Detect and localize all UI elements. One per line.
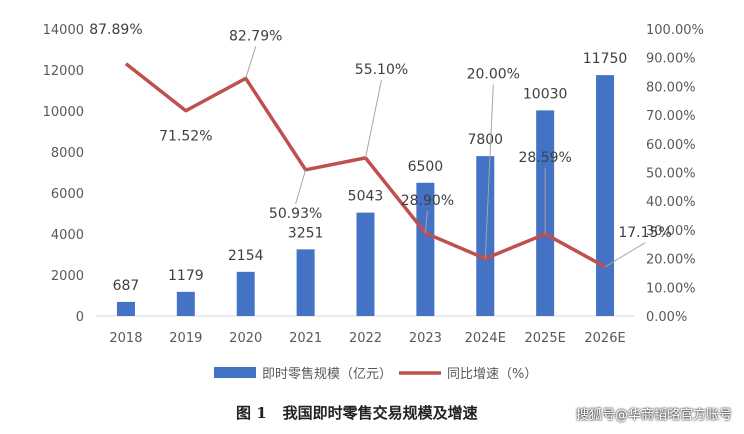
right-axis-tick-label: 50.00% [646, 167, 696, 182]
left-axis-tick-label: 10000 [43, 105, 84, 120]
bar-value-label: 6500 [408, 159, 444, 175]
left-axis-tick-label: 4000 [51, 228, 84, 243]
right-axis-tick-label: 30.00% [646, 224, 696, 239]
bar-value-label: 11750 [583, 51, 628, 67]
bar [296, 249, 315, 316]
bar [416, 182, 435, 316]
line-value-label: 28.59% [518, 150, 571, 166]
x-axis-tick-label: 2018 [109, 331, 142, 346]
right-axis-tick-label: 10.00% [646, 281, 696, 296]
x-axis-tick-label: 2022 [349, 331, 382, 346]
x-axis-tick-label: 2025E [525, 331, 566, 346]
bar [236, 271, 255, 316]
bar [596, 75, 615, 316]
line-value-label: 50.93% [269, 206, 322, 222]
line-value-label: 17.15% [618, 225, 671, 241]
line-value-label: 20.00% [467, 67, 520, 83]
right-axis-tick-label: 0.00% [646, 310, 687, 325]
right-axis-tick-label: 100.00% [646, 23, 704, 38]
x-axis-tick-label: 2021 [289, 331, 322, 346]
right-axis-tick-label: 60.00% [646, 138, 696, 153]
figure-title: 我国即时零售交易规模及增速 [282, 404, 478, 422]
right-axis-tick-label: 90.00% [646, 52, 696, 67]
line-value-label: 71.52% [159, 129, 212, 145]
x-axis-tick-label: 2023 [409, 331, 442, 346]
data-label-leader-line [295, 169, 307, 204]
legend-line-label: 同比增速（%） [447, 367, 537, 382]
line-value-label: 82.79% [229, 28, 282, 44]
line-value-label: 55.10% [355, 62, 408, 78]
bar-value-label: 2154 [228, 248, 264, 264]
right-axis-tick-label: 80.00% [646, 80, 696, 95]
x-axis-tick-label: 2020 [229, 331, 262, 346]
figure-number: 图 1 [236, 404, 267, 422]
bar-value-label: 3251 [288, 225, 324, 241]
x-axis-tick-label: 2026E [584, 331, 625, 346]
left-axis-tick-label: 2000 [51, 269, 84, 284]
right-axis-tick-label: 20.00% [646, 253, 696, 268]
left-axis-tick-label: 6000 [51, 187, 84, 202]
x-axis-tick-label: 2019 [169, 331, 202, 346]
left-axis-tick-label: 0 [76, 310, 84, 325]
line-value-label: 28.90% [401, 193, 454, 209]
legend-bar-swatch [214, 367, 256, 378]
left-axis-tick-label: 12000 [43, 64, 84, 79]
bar [476, 156, 495, 316]
bar-value-label: 7800 [467, 132, 503, 148]
left-axis-tick-label: 8000 [51, 146, 84, 161]
bar [176, 291, 195, 316]
chart: 0 2000 4000 6000 8000 10000 12000 14000 0.00% 10.… [43, 22, 704, 382]
data-label-leader-line [245, 46, 257, 79]
bar [116, 301, 135, 316]
right-axis-tick-label: 40.00% [646, 195, 696, 210]
bar [356, 212, 375, 316]
line-value-label: 87.89% [89, 22, 142, 38]
data-label-leader-line [365, 79, 382, 158]
watermark: 搜狐号@华商韬略官方账号 [575, 408, 732, 423]
figure-caption: 图 1 我国即时零售交易规模及增速 [236, 402, 478, 423]
right-axis-tick-label: 70.00% [646, 109, 696, 124]
legend-bar-label: 即时零售规模（亿元） [262, 366, 392, 382]
data-label-leader-line [604, 242, 646, 268]
bar-value-label: 1179 [168, 268, 204, 284]
bar-value-label: 5043 [348, 189, 384, 205]
data-label-leader-line [484, 84, 494, 259]
left-axis-tick-label: 14000 [43, 23, 84, 38]
bar-value-label: 10030 [523, 86, 568, 102]
data-label-leader-line [424, 211, 428, 234]
bar-value-label: 687 [113, 278, 140, 294]
x-axis-tick-label: 2024E [465, 331, 506, 346]
